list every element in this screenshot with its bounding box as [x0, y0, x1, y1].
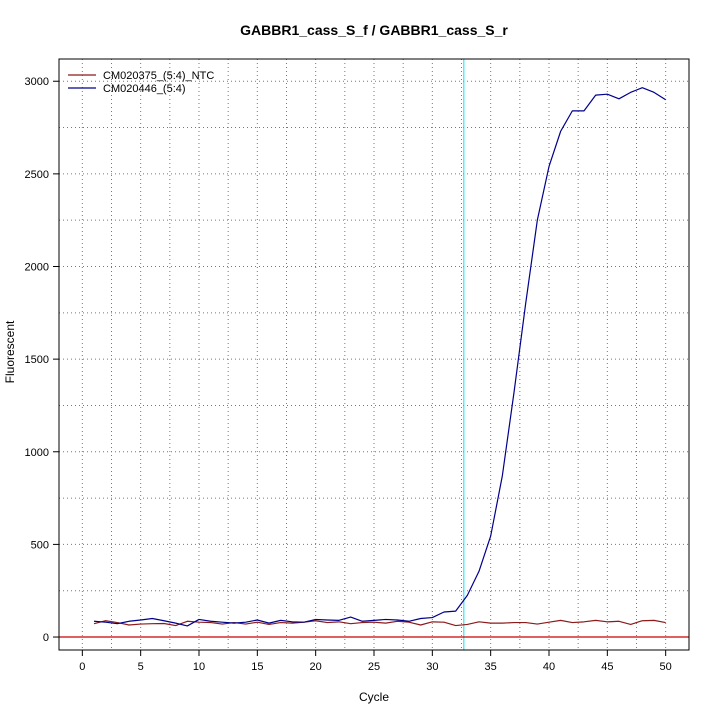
- reference-lines: [59, 59, 689, 650]
- x-tick-label: 25: [368, 661, 380, 673]
- y-tick-label: 3000: [25, 76, 49, 88]
- legend-label-1: CM020375_(5:4)_NTC: [103, 70, 214, 82]
- x-tick-label: 10: [193, 661, 205, 673]
- x-tick-label: 20: [310, 661, 322, 673]
- x-tick-label: 35: [485, 661, 497, 673]
- y-tick-label: 1500: [25, 354, 49, 366]
- x-tick-label: 5: [138, 661, 144, 673]
- x-tick-label: 45: [601, 661, 613, 673]
- y-tick-label: 2500: [25, 169, 49, 181]
- x-tick-label: 40: [543, 661, 555, 673]
- y-tick-label: 0: [43, 632, 49, 644]
- x-tick-label: 30: [426, 661, 438, 673]
- x-axis: 0 5 10 15 20 25 30 35 40 45 50: [79, 650, 672, 673]
- x-tick-label: 0: [79, 661, 85, 673]
- series-line-1: [93, 619, 666, 627]
- x-axis-label: Cycle: [359, 690, 389, 704]
- grid-lines: [59, 59, 689, 650]
- legend-label-2: CM020446_(5:4): [103, 83, 186, 95]
- y-tick-label: 2000: [25, 261, 49, 273]
- chart-title: GABBR1_cass_S_f / GABBR1_cass_S_r: [240, 22, 508, 38]
- x-tick-label: 15: [251, 661, 263, 673]
- y-tick-label: 500: [31, 539, 49, 551]
- x-tick-label: 50: [660, 661, 672, 673]
- y-tick-label: 1000: [25, 447, 49, 459]
- series-line-2: [93, 87, 666, 627]
- y-axis: 0 500 1000 1500 2000 2500 3000: [25, 76, 59, 644]
- y-axis-label: Fluorescent: [3, 320, 17, 383]
- series-lines: [93, 87, 666, 627]
